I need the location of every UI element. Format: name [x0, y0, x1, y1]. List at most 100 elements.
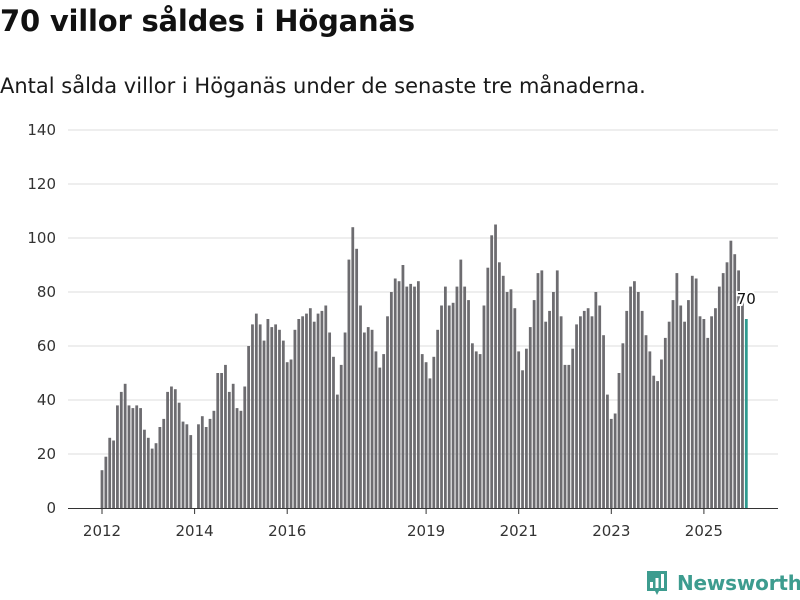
bar	[108, 437, 112, 508]
bar	[602, 335, 605, 508]
bar	[424, 362, 428, 508]
bar	[401, 265, 405, 508]
bar	[343, 332, 347, 508]
bar	[447, 305, 451, 508]
bar	[717, 286, 721, 508]
bar	[243, 386, 247, 508]
bar	[540, 270, 544, 508]
bar	[687, 300, 690, 508]
x-tick-label: 2016	[268, 522, 306, 540]
bar	[339, 364, 343, 508]
bar	[285, 362, 289, 508]
bar	[378, 367, 382, 508]
bar	[563, 364, 567, 508]
bar	[220, 373, 223, 508]
bar	[351, 227, 355, 508]
bar	[254, 313, 258, 508]
bar	[266, 319, 270, 508]
x-tick-label: 2019	[407, 522, 445, 540]
bar	[359, 305, 362, 508]
bar	[652, 375, 656, 508]
bar	[420, 354, 424, 508]
bar	[235, 408, 239, 508]
chart-title: 70 villor såldes i Höganäs	[0, 4, 415, 38]
bar	[474, 351, 478, 508]
bar	[231, 383, 235, 508]
bar	[146, 437, 150, 508]
bar	[552, 292, 555, 508]
x-tick-label: 2023	[592, 522, 630, 540]
bar	[131, 408, 135, 508]
bar	[312, 321, 316, 508]
bar	[316, 313, 320, 508]
y-tick-label: 20	[37, 445, 56, 463]
y-tick-label: 80	[37, 283, 56, 301]
bar	[513, 308, 517, 508]
bar	[289, 359, 293, 508]
bar	[694, 278, 698, 508]
bar	[683, 321, 686, 508]
bar	[613, 413, 617, 508]
bar	[405, 286, 409, 508]
bar	[382, 354, 386, 508]
bar	[575, 324, 578, 508]
bar	[216, 373, 220, 508]
y-tick-label: 100	[27, 229, 56, 247]
bar	[471, 343, 474, 508]
bar	[733, 254, 737, 508]
bar	[714, 308, 717, 508]
bar	[656, 381, 659, 508]
bar	[274, 324, 278, 508]
bar	[579, 316, 582, 508]
bar	[698, 316, 702, 508]
bar	[428, 378, 432, 508]
bar	[609, 418, 613, 508]
bar	[505, 292, 509, 508]
bar	[370, 329, 374, 508]
bar	[397, 281, 401, 508]
annotations: 70	[735, 288, 758, 310]
chart-subtitle: Antal sålda villor i Höganäs under de se…	[0, 74, 646, 98]
bar	[170, 386, 173, 508]
brand-name: Newsworthy	[677, 571, 800, 595]
bar	[729, 240, 733, 508]
bar	[181, 421, 185, 508]
bar	[440, 305, 443, 508]
x-tick-label: 2021	[500, 522, 538, 540]
bars	[100, 224, 748, 509]
bar	[667, 321, 671, 508]
bar-latest	[744, 319, 748, 508]
x-tick-label: 2014	[176, 522, 214, 540]
y-tick-label: 140	[27, 121, 56, 139]
bar	[625, 310, 629, 508]
bar	[490, 235, 494, 509]
bar	[690, 275, 694, 508]
bar	[100, 470, 104, 508]
bar	[571, 348, 575, 508]
bar	[123, 383, 127, 508]
bar	[227, 391, 231, 508]
bar	[482, 305, 486, 508]
bar	[104, 456, 108, 508]
brand-logo: Newsworthy	[645, 569, 800, 597]
bar	[328, 332, 332, 508]
bar	[594, 292, 598, 508]
bar	[710, 316, 713, 508]
bar	[320, 310, 324, 508]
bar	[335, 394, 339, 508]
bar	[204, 427, 208, 508]
bar	[135, 405, 139, 508]
bar	[498, 262, 501, 508]
bar	[177, 402, 181, 508]
bar	[116, 405, 119, 508]
bar	[737, 270, 740, 508]
bar	[648, 351, 652, 508]
bar	[173, 389, 177, 508]
x-axis-ticks: 2012 2014 2016 2019 2021 2023 2025	[83, 508, 723, 540]
bar	[208, 418, 212, 508]
y-axis-labels: 0 20 40 60 80 100 120 140	[27, 121, 56, 517]
bar	[119, 391, 123, 508]
bar	[432, 356, 436, 508]
bar	[741, 297, 744, 508]
bar	[154, 443, 158, 508]
